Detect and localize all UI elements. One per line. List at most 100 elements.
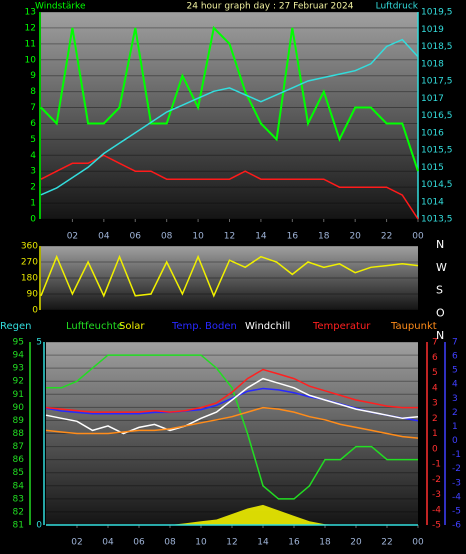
x-tick-label: 02 — [67, 232, 78, 242]
y2-tick-label: 1019,5 — [421, 8, 453, 18]
x-tick-label: 00 — [412, 538, 424, 548]
x-tick-label: 10 — [192, 232, 204, 242]
x-tick-label: 18 — [319, 538, 331, 548]
y-axis-title: Windstärke — [35, 2, 86, 12]
y2-tick-label: O — [436, 306, 445, 319]
y2-tick-label: 7 — [432, 338, 438, 348]
legend-label: Windchill — [245, 321, 290, 332]
y3-tick-label: 7 — [452, 338, 458, 348]
x-tick-label: 12 — [226, 538, 237, 548]
y-tick-label: 94 — [13, 351, 25, 361]
y-tick-label: 6 — [30, 119, 36, 129]
y2-tick-label: 5 — [432, 368, 438, 378]
y2-tick-label: 1 — [432, 429, 438, 439]
y-tick-label: 3 — [30, 167, 36, 177]
y-tick-label: 86 — [13, 455, 25, 465]
x-tick-label: 22 — [381, 232, 392, 242]
line — [45, 387, 419, 422]
y-tick-label: 4 — [30, 151, 36, 161]
y2-tick-label: 1016 — [421, 128, 444, 138]
y-tick-label: 85 — [13, 468, 24, 478]
line — [40, 254, 419, 298]
y2-tick-label: 1014 — [421, 197, 444, 207]
x-tick-label: 06 — [130, 232, 142, 242]
y2-tick-label: S — [436, 284, 443, 297]
y-tick-label: 84 — [13, 481, 25, 491]
y-tick-label: 90 — [27, 290, 39, 300]
x-tick-label: 08 — [164, 538, 176, 548]
legend-label: Regen — [0, 321, 32, 332]
x-tick-label: 20 — [349, 232, 361, 242]
y-tick-label: 90 — [13, 403, 25, 413]
line — [45, 406, 419, 439]
y2-tick-label: 1013,5 — [421, 215, 453, 225]
y-tick-label: 180 — [21, 274, 38, 284]
x-tick-label: 14 — [257, 538, 269, 548]
y3-tick-label: 4 — [452, 380, 458, 390]
y-tick-label: 81 — [13, 521, 24, 531]
y3-tick-label: 0 — [452, 436, 458, 446]
x-tick-label: 06 — [133, 538, 145, 548]
legend-label: Luftfeuchte — [66, 321, 123, 332]
y-tick-label: 95 — [13, 338, 24, 348]
y2-tick-label: 6 — [432, 353, 438, 363]
y-tick-label: 270 — [21, 258, 38, 268]
y-tick-label: 7 — [30, 103, 36, 113]
y-tick-label: 11 — [25, 39, 36, 49]
y2-tick-label: 1017 — [421, 94, 444, 104]
line — [45, 377, 419, 435]
legend-label: Taupunkt — [390, 321, 437, 332]
y-tick-label: 1 — [30, 199, 36, 209]
y-tick-label: 87 — [13, 442, 24, 452]
y-tick-label: 13 — [25, 8, 36, 18]
y-tick-label: 89 — [13, 416, 25, 426]
y3-tick-label: 5 — [452, 366, 458, 376]
line — [40, 154, 419, 220]
x-tick-label: 04 — [98, 232, 110, 242]
y2-tick-label: 1018,5 — [421, 42, 453, 52]
line — [45, 368, 418, 413]
y2-tick-label: N — [436, 238, 444, 251]
x-tick-label: 02 — [71, 538, 82, 548]
y2-tick-label: -4 — [432, 505, 441, 515]
y-tick-label: 82 — [13, 507, 24, 517]
y2-tick-label: 1015,5 — [421, 146, 453, 156]
y-tick-label: 9 — [30, 71, 36, 81]
line — [40, 38, 419, 196]
y2-tick-label: -3 — [432, 490, 441, 500]
y2-tick-label: 1018 — [421, 59, 444, 69]
y-tick-label: 0 — [32, 306, 38, 316]
x-tick-label: 04 — [102, 538, 114, 548]
y-tick-label: 91 — [13, 390, 24, 400]
x-tick-label: 00 — [412, 232, 424, 242]
y-tick-label: 88 — [13, 429, 25, 439]
x-tick-label: 08 — [161, 232, 173, 242]
chart-title: 24 hour graph day : 27 Februar 2024 — [187, 2, 354, 12]
y3-tick-label: -1 — [452, 450, 461, 460]
y2-tick-label: W — [436, 261, 447, 274]
y2-tick-label: N — [436, 329, 444, 342]
y-tick-label: 360 — [21, 242, 38, 252]
y2-tick-label: -2 — [432, 475, 441, 485]
y-tick-label: 2 — [30, 183, 36, 193]
x-tick-label: 22 — [381, 538, 392, 548]
y3-tick-label: 1 — [452, 422, 458, 432]
x-tick-label: 14 — [255, 232, 267, 242]
y2-tick-label: 1017,5 — [421, 77, 453, 87]
y2-tick-label: -5 — [432, 521, 441, 531]
y3-tick-label: 6 — [452, 352, 458, 362]
y2-tick-label: 1015 — [421, 163, 444, 173]
y2-tick-label: 3 — [432, 399, 438, 409]
y-tick-label: 12 — [25, 23, 36, 33]
line — [46, 354, 418, 500]
x-tick-label: 18 — [318, 232, 330, 242]
y-tick-label: 10 — [25, 55, 37, 65]
y4-tick-label: 0 — [36, 521, 42, 531]
y-tick-label: 5 — [30, 135, 36, 145]
y4-tick-label: 5 — [36, 338, 42, 348]
legend-label: Solar — [119, 321, 145, 332]
plot-area — [41, 246, 418, 310]
y3-tick-label: 3 — [452, 394, 458, 404]
y3-tick-label: -4 — [452, 492, 461, 502]
